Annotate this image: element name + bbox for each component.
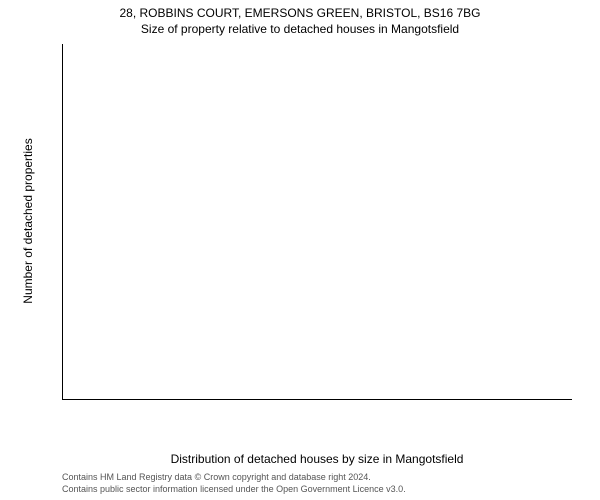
figure-root: 28, ROBBINS COURT, EMERSONS GREEN, BRIST… xyxy=(0,0,600,500)
title-block: 28, ROBBINS COURT, EMERSONS GREEN, BRIST… xyxy=(0,6,600,36)
y-tick-labels xyxy=(0,44,56,400)
plot-area xyxy=(62,44,572,400)
x-axis-title: Distribution of detached houses by size … xyxy=(62,452,572,466)
title-line-2: Size of property relative to detached ho… xyxy=(0,22,600,36)
caption-block: Contains HM Land Registry data © Crown c… xyxy=(62,472,406,495)
caption-line-1: Contains HM Land Registry data © Crown c… xyxy=(62,472,406,484)
x-tick-labels xyxy=(62,404,572,454)
caption-line-2: Contains public sector information licen… xyxy=(62,484,406,496)
title-line-1: 28, ROBBINS COURT, EMERSONS GREEN, BRIST… xyxy=(0,6,600,20)
